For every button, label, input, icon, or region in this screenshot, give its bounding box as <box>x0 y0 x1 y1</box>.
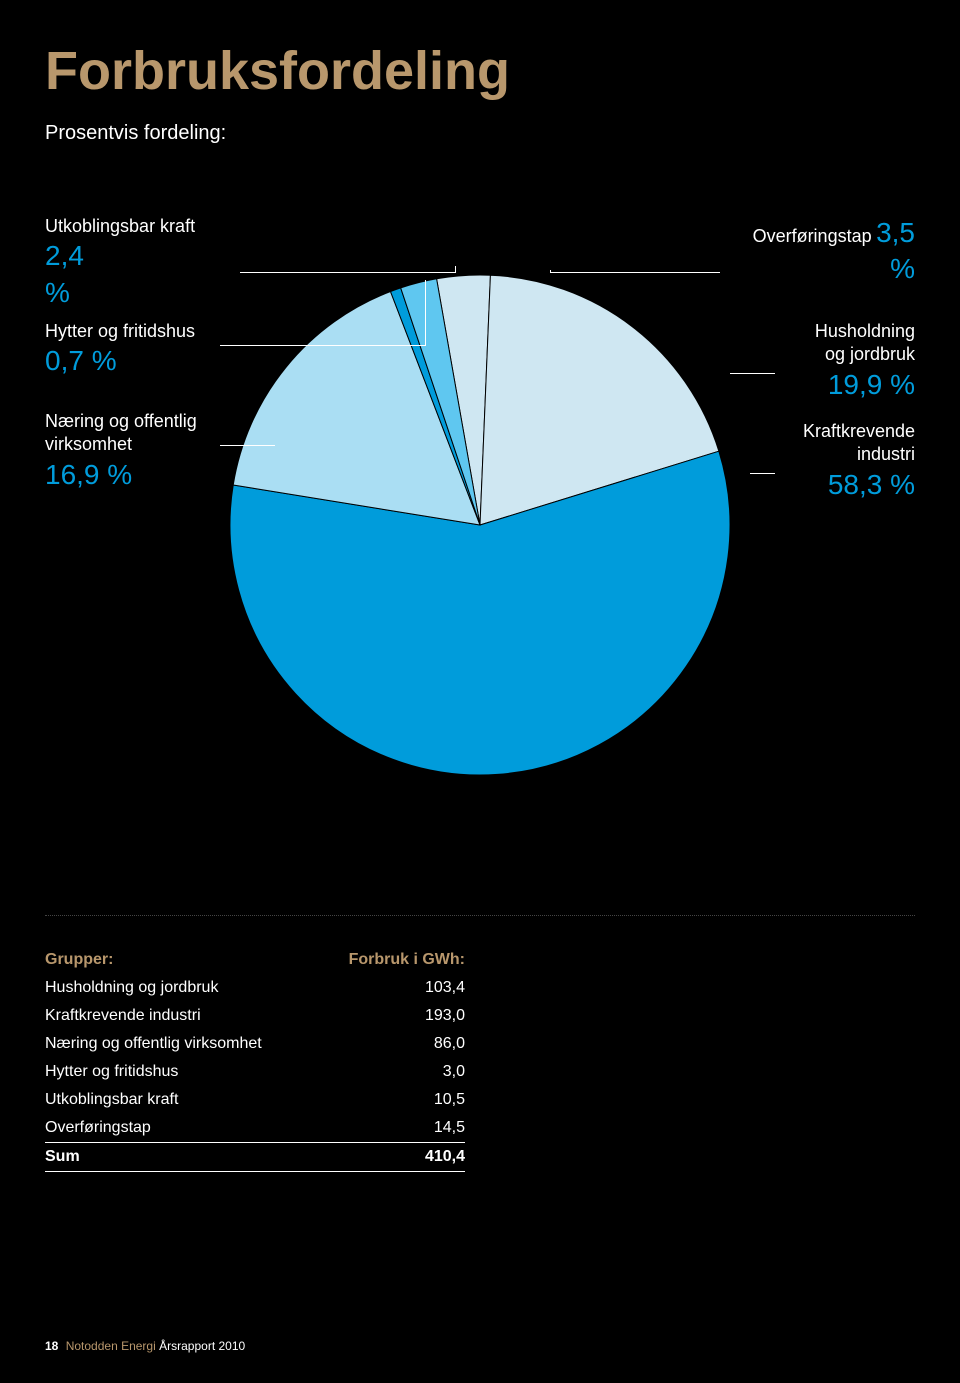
table-cell-value: 3,0 <box>395 1060 465 1084</box>
footer-report: Årsrapport 2010 <box>159 1339 245 1353</box>
table-cell-label: Hytter og fritidshus <box>45 1060 178 1084</box>
table-sum-row: Sum 410,4 <box>45 1143 465 1172</box>
label-text: Utkoblingsbar kraft <box>45 215 270 238</box>
leader-line <box>750 473 775 474</box>
label-pct: % <box>45 277 70 308</box>
table-header-col2: Forbruk i GWh: <box>349 948 465 972</box>
leader-line <box>730 373 775 374</box>
table-sum-label: Sum <box>45 1145 80 1169</box>
label-value: 0,7 % <box>45 345 117 376</box>
table-cell-label: Utkoblingsbar kraft <box>45 1088 178 1112</box>
page-title: Forbruksfordeling <box>45 40 915 102</box>
label-text: og jordbruk <box>765 343 915 366</box>
table-row: Overføringstap 14,5 <box>45 1114 465 1143</box>
table-cell-label: Kraftkrevende industri <box>45 1004 201 1028</box>
label-naering: Næring og offentlig virksomhet 16,9 % <box>45 410 225 493</box>
divider <box>45 915 915 916</box>
leader-line <box>220 345 425 346</box>
table-cell-value: 103,4 <box>395 976 465 1000</box>
label-value: 19,9 % <box>828 369 915 400</box>
pie-svg <box>220 265 740 785</box>
data-table: Grupper: Forbruk i GWh: Husholdning og j… <box>45 946 465 1172</box>
label-overforingstap: Overføringstap 3,5 % <box>720 215 915 288</box>
label-utkoblingsbar: Utkoblingsbar kraft 2,4 % <box>45 215 270 311</box>
table-cell-value: 193,0 <box>395 1004 465 1028</box>
label-value: 3,5 <box>876 217 915 248</box>
leader-line <box>550 270 551 273</box>
table-cell-value: 86,0 <box>395 1032 465 1056</box>
label-text: Husholdning <box>765 320 915 343</box>
label-value: 2,4 <box>45 240 84 271</box>
footer-page-number: 18 <box>45 1339 58 1353</box>
label-text: virksomhet <box>45 433 225 456</box>
table-cell-label: Næring og offentlig virksomhet <box>45 1032 262 1056</box>
label-value: 16,9 % <box>45 459 132 490</box>
table-row: Kraftkrevende industri 193,0 <box>45 1002 465 1030</box>
label-kraftkrevende: Kraftkrevende industri 58,3 % <box>765 420 915 503</box>
footer-company: Notodden Energi <box>66 1339 156 1353</box>
label-text: Hytter og fritidshus <box>45 320 225 343</box>
label-pct: % <box>890 253 915 284</box>
leader-line <box>425 280 426 346</box>
label-text: industri <box>765 443 915 466</box>
label-value: 58,3 % <box>828 469 915 500</box>
table-cell-value: 10,5 <box>395 1088 465 1112</box>
label-hytter: Hytter og fritidshus 0,7 % <box>45 320 225 380</box>
leader-line <box>455 266 456 273</box>
table-cell-value: 14,5 <box>395 1116 465 1140</box>
page-subtitle: Prosentvis fordeling: <box>45 122 915 145</box>
leader-line <box>550 272 720 273</box>
table-row: Utkoblingsbar kraft 10,5 <box>45 1086 465 1114</box>
table-row: Næring og offentlig virksomhet 86,0 <box>45 1030 465 1058</box>
table-cell-label: Husholdning og jordbruk <box>45 976 218 1000</box>
label-text: Overføringstap <box>753 226 872 246</box>
table-row: Hytter og fritidshus 3,0 <box>45 1058 465 1086</box>
label-text: Næring og offentlig <box>45 410 225 433</box>
table-row: Husholdning og jordbruk 103,4 <box>45 974 465 1002</box>
page-footer: 18 Notodden Energi Årsrapport 2010 <box>45 1339 245 1353</box>
table-header-col1: Grupper: <box>45 948 113 972</box>
label-text: Kraftkrevende <box>765 420 915 443</box>
table-header-row: Grupper: Forbruk i GWh: <box>45 946 465 974</box>
leader-line <box>240 272 455 273</box>
leader-line <box>220 445 275 446</box>
pie-chart: Utkoblingsbar kraft 2,4 % Hytter og frit… <box>45 215 915 835</box>
label-husholdning: Husholdning og jordbruk 19,9 % <box>765 320 915 403</box>
table-cell-label: Overføringstap <box>45 1116 151 1140</box>
table-sum-value: 410,4 <box>395 1145 465 1169</box>
